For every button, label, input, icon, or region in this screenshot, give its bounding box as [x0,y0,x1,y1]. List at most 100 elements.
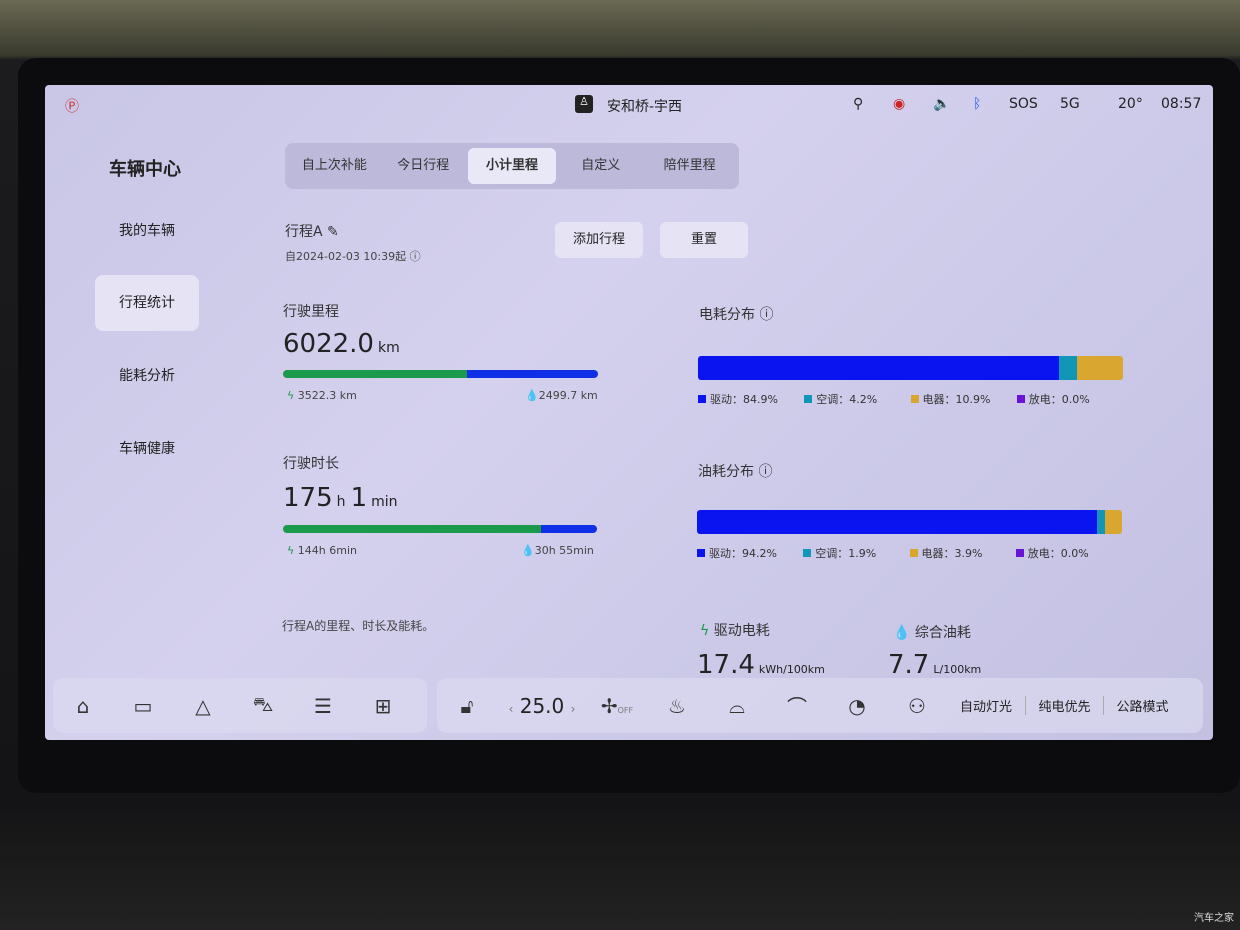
legend-label: 电器：3.9% [921,547,983,560]
temperature-control[interactable]: ‹ 25.0 › [497,694,587,718]
lightning-icon: ϟ [700,623,710,639]
mileage-label: 行驶里程 [283,304,339,320]
trip-since-text: 自2024-02-03 10:39起 [285,250,407,263]
mileage-electric: ϟ 3522.3 km [287,389,357,402]
fuel-dist-title-text: 油耗分布 [698,464,754,480]
elec-consumption-number: 17.4 [697,650,755,680]
mileage-value: 6022.0 km [283,329,400,359]
volume-icon[interactable]: 🔈 [933,96,951,112]
dist-segment [1097,510,1106,534]
mileage-electric-fill [283,370,468,378]
elec-dist-bar [698,356,1123,380]
elec-dist-legend: 驱动：84.9% 空调：4.2% 电器：10.9% 放电：0.0% [698,391,1123,407]
ev-priority-button[interactable]: 纯电优先 [1025,696,1103,715]
info-icon[interactable]: ⓘ [758,464,773,480]
legend-item: 驱动：94.2% [697,545,803,561]
legend-item: 放电：0.0% [1015,545,1122,561]
elec-dist-title: 电耗分布 ⓘ [699,304,773,324]
contact-avatar-icon: ♙ [575,95,593,113]
mirror-icon[interactable]: ◔ [848,693,866,718]
elec-consumption-label: ϟ 驱动电耗 [700,620,770,640]
legend-item: 电器：10.9% [910,391,1017,407]
fuel-consumption-number: 7.7 [888,650,930,680]
apps-grid-icon[interactable]: ⊞ [374,693,392,718]
duration-electric: ϟ 144h 6min [287,544,357,557]
legend-label: 空调：1.9% [815,547,877,560]
elec-consumption-value: 17.4 kWh/100km [697,650,825,680]
duration-fuel-fill [541,525,597,533]
duration-hours: 175 [283,483,333,513]
car-icon[interactable]: ⛍ [252,692,274,716]
mileage-fuel: 💧2499.7 km [525,389,598,402]
info-icon[interactable]: ⓘ [409,250,421,263]
media-icon[interactable]: ☰ [314,693,332,718]
legend-swatch [697,549,705,557]
duration-electric-fill [283,525,542,533]
dist-segment [697,510,1098,534]
auto-light-button[interactable]: 自动灯光 [959,700,1012,715]
duration-minutes: 1 [350,483,368,513]
elec-dist-title-text: 电耗分布 [699,307,755,323]
info-icon[interactable]: ⓘ [759,307,774,323]
elec-consumption-unit: kWh/100km [758,663,825,676]
legend-label: 放电：0.0% [1028,393,1090,406]
temp-increase-icon[interactable]: › [570,701,576,716]
sidebar-item-vehicle-health[interactable]: 车辆健康 [119,441,175,457]
parking-icon: Ⓟ [65,99,79,115]
legend-swatch [1015,549,1024,557]
legend-swatch [698,395,706,403]
duration-label: 行驶时长 [283,456,339,472]
fuel-drop-icon: 💧 [893,625,911,641]
legend-label: 电器：10.9% [922,393,991,406]
duration-bar [283,525,597,533]
tab-subtotal[interactable]: 小计里程 [467,148,557,184]
fuel-dist-legend: 驱动：94.2% 空调：1.9% 电器：3.9% 放电：0.0% [697,545,1122,561]
temp-decrease-icon[interactable]: ‹ [508,701,514,716]
sos-button[interactable]: SOS [1009,96,1038,112]
bluetooth-icon[interactable]: ᛒ [973,96,982,112]
legend-item: 空调：1.9% [803,545,909,561]
wiper-icon[interactable]: ⌒ [787,695,807,719]
fuel-consumption-unit: L/100km [933,663,982,676]
fuel-consumption-label: 💧 综合油耗 [893,622,971,642]
defrost-icon[interactable]: ⌓ [729,693,745,718]
sidebar-item-energy-analysis[interactable]: 能耗分析 [119,368,175,384]
seat-heat-icon[interactable]: ♨ [668,693,686,718]
legend-item: 驱动：84.9% [698,391,804,407]
home-icon[interactable]: ⌂ [76,693,90,718]
tab-companion[interactable]: 陪伴里程 [663,158,716,173]
trip-name-text: 行程A [285,224,323,240]
duration-fuel: 💧30h 55min [521,544,594,557]
reset-button[interactable]: 重置 [660,222,748,258]
road-mode-button[interactable]: 公路模式 [1103,696,1181,715]
fuel-drop-icon: 💧 [525,389,539,402]
fan-icon[interactable]: ✢OFF [600,693,634,718]
lock-icon[interactable]: 🔓︎ [460,693,474,718]
tab-today[interactable]: 今日行程 [397,158,450,173]
lightning-icon: ϟ [287,389,295,402]
sidebar-item-trip-stats[interactable]: 行程统计 [95,275,199,331]
legend-swatch [910,395,919,403]
tab-since-recharge[interactable]: 自上次补能 [301,158,367,173]
mileage-unit: km [377,340,400,356]
dist-segment [1105,510,1122,534]
duration-hours-unit: h [336,494,346,510]
record-icon[interactable]: ◉ [893,96,906,112]
add-trip-button[interactable]: 添加行程 [555,222,643,258]
navigation-icon[interactable]: △ [195,693,211,718]
dist-segment [1058,356,1077,380]
tab-custom[interactable]: 自定义 [581,158,621,173]
edit-icon[interactable]: ✎ [327,224,339,240]
legend-label: 空调：4.2% [816,393,878,406]
status-bar: Ⓟ ♙ 安和桥-宇西 ⚲ ◉ 🔈 ᛒ SOS 5G 20° 08:57 [45,85,1213,123]
location-pin-icon[interactable]: ⚲ [853,96,864,112]
elec-consumption-label-text: 驱动电耗 [713,623,770,639]
sidebar-item-my-vehicle[interactable]: 我的车辆 [119,223,175,239]
legend-item: 电器：3.9% [909,545,1016,561]
phone-icon[interactable]: ▭ [133,693,153,718]
charge-port-icon[interactable]: ⚇ [908,693,926,718]
dist-segment [698,356,1059,380]
mileage-fuel-value: 2499.7 km [538,389,598,402]
legend-swatch [804,395,813,403]
fuel-consumption-label-text: 综合油耗 [914,625,971,641]
